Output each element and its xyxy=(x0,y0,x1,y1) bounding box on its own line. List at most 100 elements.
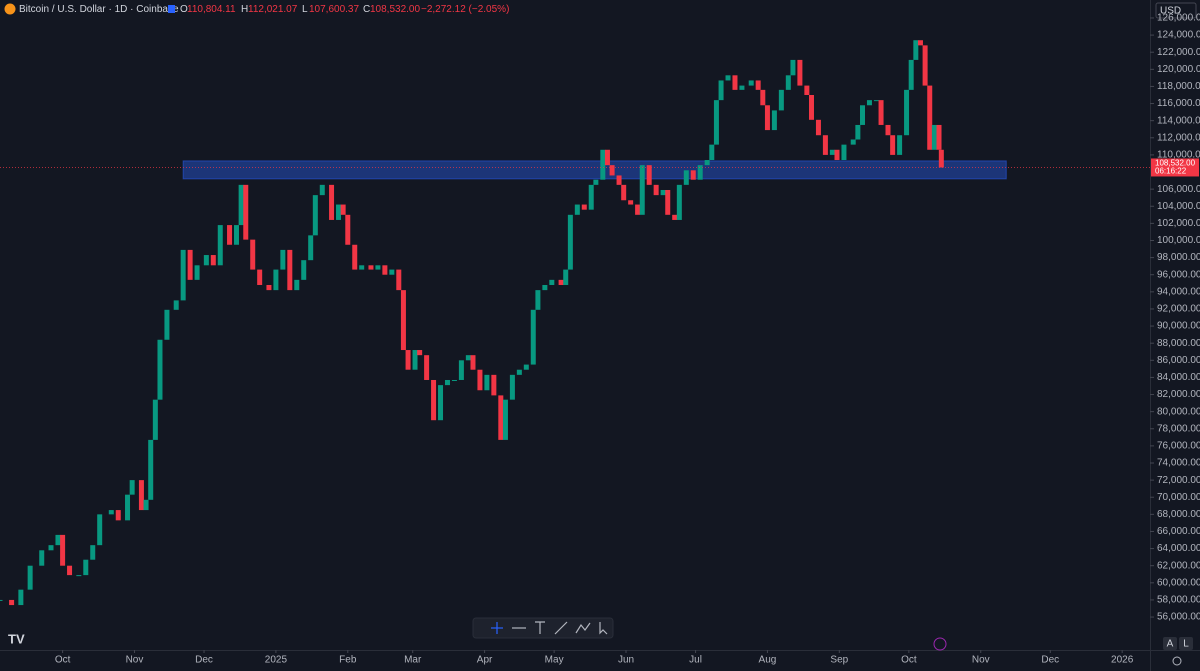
candle-body xyxy=(83,559,89,576)
y-tick-label: 100,000.00 xyxy=(1157,235,1200,246)
candle-body xyxy=(516,369,522,375)
x-tick-label: Dec xyxy=(1041,655,1059,666)
candle-body xyxy=(797,59,803,86)
y-tick-label: 74,000.00 xyxy=(1157,458,1200,469)
candle-body xyxy=(609,165,615,176)
candle-body xyxy=(908,59,914,90)
candle-body xyxy=(748,80,754,86)
candle-body xyxy=(683,170,689,185)
replay-icon[interactable] xyxy=(933,637,947,651)
candle-body xyxy=(233,225,239,245)
y-tick-label: 120,000.00 xyxy=(1157,64,1200,75)
candle-body xyxy=(273,269,279,291)
candle-body xyxy=(502,399,508,440)
ohlc-key: O xyxy=(180,4,188,15)
candle-body xyxy=(558,279,564,285)
text-tool[interactable] xyxy=(535,621,545,634)
y-tick-label: 122,000.00 xyxy=(1157,47,1200,58)
candle-body xyxy=(873,100,879,102)
candle-body xyxy=(635,204,641,215)
candle-body xyxy=(834,149,840,161)
candle-body xyxy=(39,550,45,566)
candle-body xyxy=(563,269,569,285)
candle-body xyxy=(841,144,847,161)
candle-body xyxy=(760,89,766,106)
candle-body xyxy=(9,599,15,606)
candle-body xyxy=(491,374,497,396)
candle-body xyxy=(477,369,483,391)
candle-body xyxy=(164,309,170,340)
candle-body xyxy=(312,195,318,236)
candle-body xyxy=(97,514,103,546)
y-tick-label: 86,000.00 xyxy=(1157,355,1200,366)
x-tick-label: Aug xyxy=(759,655,777,666)
y-tick-label: 76,000.00 xyxy=(1157,441,1200,452)
x-tick-label: Oct xyxy=(901,655,917,666)
candle-body xyxy=(238,184,244,226)
settings-button[interactable] xyxy=(1172,656,1182,666)
candle-body xyxy=(55,534,61,546)
currency-label: USD xyxy=(1160,6,1181,17)
candle-body xyxy=(48,545,54,551)
candle-body xyxy=(60,534,66,566)
candle-body xyxy=(690,170,696,180)
candle-body xyxy=(417,350,423,356)
log-scale-button[interactable] xyxy=(1179,637,1193,650)
ohlc-key: L xyxy=(302,4,308,15)
currency-button[interactable] xyxy=(1155,2,1197,19)
countdown-label: 06:16:22 xyxy=(1155,167,1187,176)
candle-body xyxy=(227,225,233,245)
candle-body xyxy=(301,260,307,280)
candle-body xyxy=(936,124,942,150)
trendline-tool[interactable] xyxy=(554,621,568,635)
candle-body xyxy=(115,510,121,521)
y-tick-label: 64,000.00 xyxy=(1157,543,1200,554)
candle-body xyxy=(771,110,777,131)
candle-body xyxy=(804,85,810,95)
candle-body xyxy=(713,100,719,145)
candle-body xyxy=(815,119,821,136)
candle-body xyxy=(860,105,865,125)
candle-body xyxy=(628,200,634,205)
x-tick-label: Mar xyxy=(404,655,422,666)
candle-body xyxy=(405,350,411,370)
candle-body xyxy=(639,165,645,215)
candle-body xyxy=(157,339,163,400)
auto-scale-button[interactable] xyxy=(1163,637,1177,650)
candle-body xyxy=(76,575,82,577)
y-tick-label: 96,000.00 xyxy=(1157,269,1200,280)
candle-body xyxy=(574,204,580,215)
candle-body xyxy=(604,149,610,166)
candle-body xyxy=(345,214,351,245)
y-tick-label: 104,000.00 xyxy=(1157,201,1200,212)
x-tick-label: 2026 xyxy=(1111,655,1134,666)
candle-body xyxy=(173,300,179,310)
candle-body xyxy=(143,499,149,511)
ohlc-key: C xyxy=(363,4,370,15)
flag-icon[interactable] xyxy=(168,5,175,13)
candle-body xyxy=(600,149,606,180)
y-tick-label: 60,000.00 xyxy=(1157,577,1200,588)
candle-body xyxy=(530,309,536,365)
y-tick-label: 118,000.00 xyxy=(1157,81,1200,92)
candle-body xyxy=(535,290,541,310)
candle-body xyxy=(665,189,671,215)
cursor-tool[interactable] xyxy=(599,622,608,635)
candle-body xyxy=(885,124,891,136)
y-tick-label: 110,000.00 xyxy=(1157,150,1200,161)
candle-body xyxy=(470,355,476,370)
candle-body xyxy=(917,40,923,46)
candle-body xyxy=(389,269,395,275)
candle-body xyxy=(250,239,256,270)
y-tick-label: 102,000.00 xyxy=(1157,218,1200,229)
candle-body xyxy=(319,184,325,196)
y-tick-label: 70,000.00 xyxy=(1157,492,1200,503)
x-tick-label: May xyxy=(545,655,564,666)
log-scale-glyph: L xyxy=(1183,639,1189,650)
symbol-title: Bitcoin / U.S. Dollar · 1D · Coinbase xyxy=(19,4,179,15)
candle-body xyxy=(878,100,884,125)
x-tick-label: Sep xyxy=(830,655,848,666)
pattern-tool[interactable] xyxy=(575,622,591,634)
candle-body xyxy=(931,124,937,150)
